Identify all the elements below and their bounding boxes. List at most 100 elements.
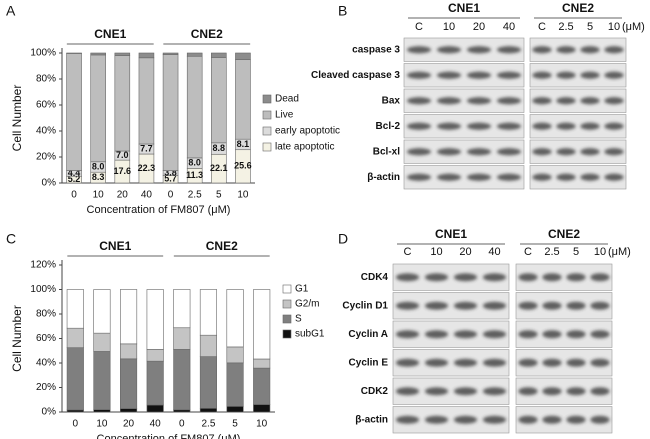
blot-band <box>532 122 552 130</box>
bar-segment <box>173 349 191 411</box>
y-tick-label: 60% <box>36 333 56 344</box>
blot-band <box>437 122 461 130</box>
bar-segment <box>120 408 138 413</box>
bar-segment <box>93 289 111 334</box>
bar-segment <box>66 327 84 349</box>
blot-band <box>566 273 586 282</box>
blot-strip <box>529 114 627 139</box>
lane-label: 40 <box>488 246 500 258</box>
blot-band <box>437 97 461 105</box>
blot-band <box>604 46 624 54</box>
bar-segment <box>186 55 203 159</box>
legend-swatch <box>282 299 292 309</box>
bar-segment <box>146 289 164 350</box>
blot-band <box>556 173 576 181</box>
blot-band <box>424 301 449 310</box>
blot-band <box>590 301 610 310</box>
blot-band <box>453 273 478 282</box>
blot-band <box>395 358 420 367</box>
value-label: 3.8 <box>164 167 177 177</box>
lane-label: C <box>404 246 412 258</box>
y-tick-label: 60% <box>36 100 56 111</box>
blot-band <box>467 46 491 54</box>
blot-row-label: Cyclin D1 <box>342 300 388 311</box>
y-tick-label: 120% <box>30 260 56 271</box>
x-tick-label: 5 <box>216 190 222 201</box>
bar-segment <box>253 358 271 369</box>
blot-band <box>556 148 576 156</box>
value-label: 22.3 <box>138 163 156 173</box>
legend-swatch <box>282 284 292 294</box>
blot-band <box>566 358 586 367</box>
blot-row-label: Cleaved caspase 3 <box>311 70 400 81</box>
bar-segment <box>199 289 217 336</box>
blot-band <box>482 387 507 396</box>
blot-band <box>518 273 538 282</box>
legend-label: late apoptotic <box>275 142 335 153</box>
bar-segment <box>66 53 82 171</box>
bar-segment <box>173 409 191 413</box>
x-tick-label: 10 <box>96 419 108 430</box>
blot-band <box>590 415 610 424</box>
bar-segment <box>235 59 251 140</box>
blot-band <box>590 387 610 396</box>
blot-band <box>566 415 586 424</box>
blot-band <box>580 97 600 105</box>
x-tick-label: 40 <box>150 419 162 430</box>
value-label: 17.6 <box>114 166 132 176</box>
y-tick-label: 0% <box>42 407 57 418</box>
blot-band <box>467 148 491 156</box>
blot-band <box>407 97 431 105</box>
blot-group-label: CNE1 <box>448 1 480 15</box>
y-tick-label: 40% <box>36 358 56 369</box>
legend-swatch <box>262 110 272 120</box>
blot-band <box>407 148 431 156</box>
bar-segment <box>66 347 84 411</box>
blot-band <box>542 273 562 282</box>
value-label: 7.7 <box>140 143 153 153</box>
y-tick-label: 40% <box>36 126 56 137</box>
blot-row-label: CDK2 <box>361 386 389 397</box>
lane-label: C <box>538 21 546 33</box>
blot-band <box>497 148 521 156</box>
bar-segment <box>226 289 244 348</box>
blot-band <box>518 415 538 424</box>
blot-band <box>590 358 610 367</box>
bar-segment <box>138 57 155 145</box>
x-axis-label: Concentration of FM807 (μM) <box>97 433 241 439</box>
blot-band <box>395 387 420 396</box>
blot-band <box>566 387 586 396</box>
bar-segment <box>235 52 251 60</box>
blot-band <box>467 122 491 130</box>
blot-band <box>580 148 600 156</box>
legend-swatch <box>262 94 272 104</box>
blot-band <box>467 71 491 79</box>
blot-band <box>542 415 562 424</box>
blot-band <box>424 330 449 339</box>
blot-row-label: caspase 3 <box>352 44 400 55</box>
y-tick-label: 80% <box>36 74 56 85</box>
legend-swatch <box>282 329 292 339</box>
blot-band <box>407 122 431 130</box>
x-tick-label: 0 <box>73 419 79 430</box>
blot-band <box>497 97 521 105</box>
legend-label: S <box>295 314 302 325</box>
x-tick-label: 10 <box>256 419 268 430</box>
value-label: 22.1 <box>210 163 228 173</box>
x-tick-label: 0 <box>71 190 77 201</box>
lane-label: 10 <box>594 246 606 258</box>
blot-band <box>532 71 552 79</box>
blot-band <box>482 415 507 424</box>
blot-band <box>566 330 586 339</box>
lane-label: 2.5 <box>544 246 559 258</box>
x-tick-label: 20 <box>123 419 135 430</box>
group-label: CNE1 <box>99 239 131 253</box>
lane-label: 10 <box>443 21 455 33</box>
y-tick-label: 0% <box>42 178 57 189</box>
blot-band <box>604 173 624 181</box>
blot-band <box>395 301 420 310</box>
y-tick-label: 20% <box>36 152 56 163</box>
blot-band <box>580 46 600 54</box>
value-label: 8.3 <box>92 172 105 182</box>
group-label: CNE1 <box>94 27 126 41</box>
